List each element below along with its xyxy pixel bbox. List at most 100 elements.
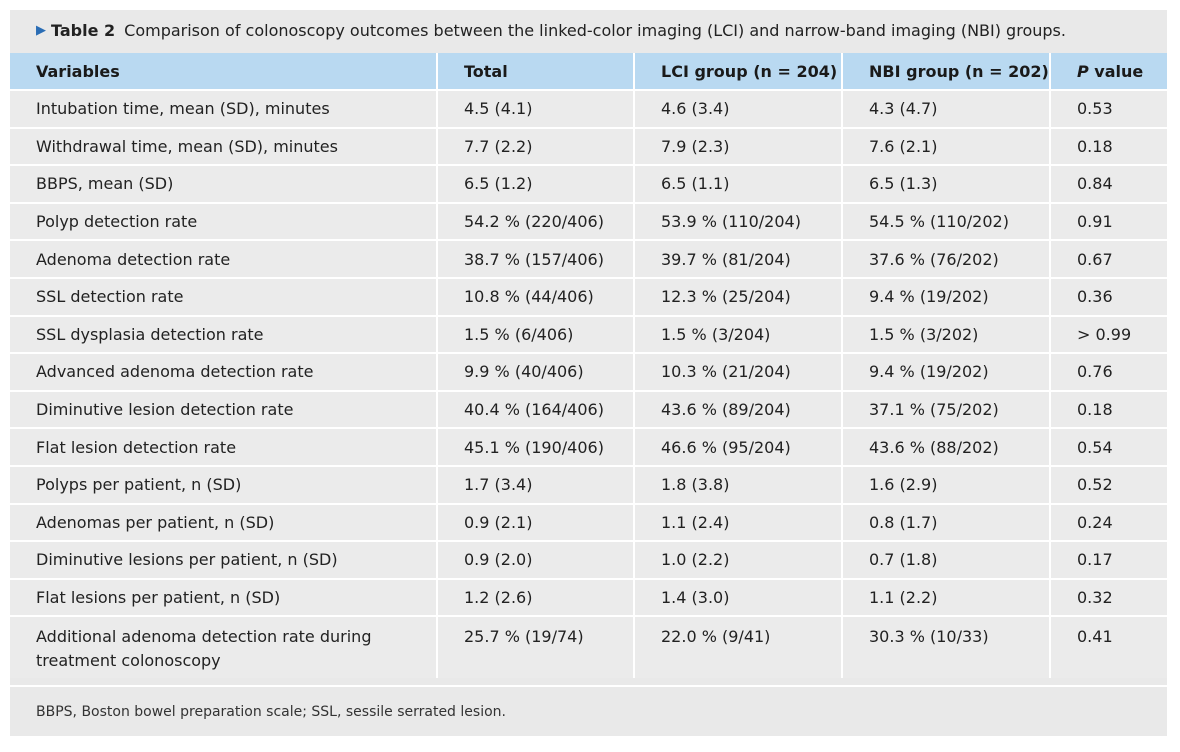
cell-total: 7.7 (2.2) bbox=[437, 126, 635, 166]
table-row: Adenoma detection rate 38.7 % (157/406) 39… bbox=[10, 239, 1167, 278]
cell-lci: 1.1 (2.4) bbox=[634, 502, 843, 542]
cell-p: 0.67 bbox=[1050, 239, 1167, 278]
cell-lci: 46.6 % (95/204) bbox=[634, 427, 843, 466]
cell-nbi: 0.8 (1.7) bbox=[842, 502, 1051, 542]
cell-lci: 1.0 (2.2) bbox=[634, 540, 843, 579]
cell-variable: Intubation time, mean (SD), minutes bbox=[10, 89, 438, 128]
cell-nbi: 6.5 (1.3) bbox=[842, 164, 1051, 203]
table-row: SSL dysplasia detection rate 1.5 % (6/406… bbox=[10, 314, 1167, 354]
cell-total: 1.5 % (6/406) bbox=[437, 314, 635, 354]
cell-nbi: 7.6 (2.1) bbox=[842, 126, 1051, 166]
caption-arrow-icon: ▶ bbox=[36, 22, 46, 38]
cell-lci: 1.4 (3.0) bbox=[634, 577, 843, 617]
cell-nbi: 30.3 % (10/33) bbox=[842, 615, 1051, 679]
cell-nbi: 1.1 (2.2) bbox=[842, 577, 1051, 617]
cell-variable: BBPS, mean (SD) bbox=[10, 164, 438, 203]
cell-lci: 39.7 % (81/204) bbox=[634, 239, 843, 278]
cell-p: 0.24 bbox=[1050, 502, 1167, 542]
cell-variable: Additional adenoma detection rate during… bbox=[10, 615, 438, 679]
table-row: Diminutive lesions per patient, n (SD) 0.… bbox=[10, 540, 1167, 579]
cell-total: 54.2 % (220/406) bbox=[437, 201, 635, 241]
table-row: SSL detection rate 10.8 % (44/406) 12.3 % … bbox=[10, 276, 1167, 316]
outcomes-table: Variables Total LCI group (n = 204) NBI … bbox=[10, 53, 1167, 679]
cell-nbi: 9.4 % (19/202) bbox=[842, 352, 1051, 391]
cell-lci: 4.6 (3.4) bbox=[634, 89, 843, 128]
table-container: ▶ Table 2 Comparison of colonoscopy outc… bbox=[10, 10, 1167, 736]
cell-lci: 1.5 % (3/204) bbox=[634, 314, 843, 354]
cell-p: 0.52 bbox=[1050, 464, 1167, 504]
table-row: Adenomas per patient, n (SD) 0.9 (2.1) 1.1… bbox=[10, 502, 1167, 542]
cell-lci: 7.9 (2.3) bbox=[634, 126, 843, 166]
cell-total: 4.5 (4.1) bbox=[437, 89, 635, 128]
table-caption: ▶ Table 2 Comparison of colonoscopy outc… bbox=[10, 10, 1167, 50]
col-header-variables: Variables bbox=[10, 53, 438, 90]
cell-p: 0.18 bbox=[1050, 126, 1167, 166]
cell-variable: Flat lesions per patient, n (SD) bbox=[10, 577, 438, 617]
table-body: Intubation time, mean (SD), minutes 4.5 (… bbox=[10, 89, 1167, 679]
cell-p: 0.32 bbox=[1050, 577, 1167, 617]
col-header-p-value: P value bbox=[1050, 53, 1167, 90]
cell-total: 40.4 % (164/406) bbox=[437, 389, 635, 429]
cell-p: 0.53 bbox=[1050, 89, 1167, 128]
cell-p: 0.91 bbox=[1050, 201, 1167, 241]
cell-lci: 6.5 (1.1) bbox=[634, 164, 843, 203]
table-row: Flat lesions per patient, n (SD) 1.2 (2.6… bbox=[10, 577, 1167, 617]
cell-lci: 43.6 % (89/204) bbox=[634, 389, 843, 429]
cell-nbi: 43.6 % (88/202) bbox=[842, 427, 1051, 466]
cell-nbi: 37.6 % (76/202) bbox=[842, 239, 1051, 278]
cell-variable: Flat lesion detection rate bbox=[10, 427, 438, 466]
table-row: Withdrawal time, mean (SD), minutes 7.7 (… bbox=[10, 126, 1167, 166]
cell-p: 0.17 bbox=[1050, 540, 1167, 579]
cell-total: 0.9 (2.0) bbox=[437, 540, 635, 579]
table-row: Additional adenoma detection rate during… bbox=[10, 615, 1167, 679]
cell-total: 45.1 % (190/406) bbox=[437, 427, 635, 466]
cell-total: 1.7 (3.4) bbox=[437, 464, 635, 504]
table-row: Diminutive lesion detection rate 40.4 % (… bbox=[10, 389, 1167, 429]
cell-variable: Adenomas per patient, n (SD) bbox=[10, 502, 438, 542]
cell-lci: 1.8 (3.8) bbox=[634, 464, 843, 504]
cell-p: > 0.99 bbox=[1050, 314, 1167, 354]
cell-nbi: 1.5 % (3/202) bbox=[842, 314, 1051, 354]
table-row: Flat lesion detection rate 45.1 % (190/40… bbox=[10, 427, 1167, 466]
table-number: Table 2 bbox=[51, 20, 116, 40]
table-row: BBPS, mean (SD) 6.5 (1.2) 6.5 (1.1) 6.5 (1.… bbox=[10, 164, 1167, 203]
cell-lci: 10.3 % (21/204) bbox=[634, 352, 843, 391]
cell-variable: Diminutive lesion detection rate bbox=[10, 389, 438, 429]
cell-total: 10.8 % (44/406) bbox=[437, 276, 635, 316]
cell-variable: Polyps per patient, n (SD) bbox=[10, 464, 438, 504]
cell-nbi: 37.1 % (75/202) bbox=[842, 389, 1051, 429]
cell-variable: Advanced adenoma detection rate bbox=[10, 352, 438, 391]
cell-variable: Adenoma detection rate bbox=[10, 239, 438, 278]
col-header-total: Total bbox=[437, 53, 635, 90]
cell-nbi: 54.5 % (110/202) bbox=[842, 201, 1051, 241]
col-header-lci: LCI group (n = 204) bbox=[634, 53, 843, 90]
cell-total: 25.7 % (19/74) bbox=[437, 615, 635, 679]
cell-total: 6.5 (1.2) bbox=[437, 164, 635, 203]
cell-p: 0.41 bbox=[1050, 615, 1167, 679]
p-italic: P bbox=[1077, 61, 1089, 81]
cell-p: 0.36 bbox=[1050, 276, 1167, 316]
cell-variable: Diminutive lesions per patient, n (SD) bbox=[10, 540, 438, 579]
cell-variable: SSL detection rate bbox=[10, 276, 438, 316]
cell-p: 0.76 bbox=[1050, 352, 1167, 391]
cell-variable: Polyp detection rate bbox=[10, 201, 438, 241]
cell-p: 0.84 bbox=[1050, 164, 1167, 203]
cell-nbi: 0.7 (1.8) bbox=[842, 540, 1051, 579]
cell-p: 0.18 bbox=[1050, 389, 1167, 429]
cell-total: 38.7 % (157/406) bbox=[437, 239, 635, 278]
cell-total: 9.9 % (40/406) bbox=[437, 352, 635, 391]
cell-total: 0.9 (2.1) bbox=[437, 502, 635, 542]
cell-variable: Withdrawal time, mean (SD), minutes bbox=[10, 126, 438, 166]
table-row: Intubation time, mean (SD), minutes 4.5 (… bbox=[10, 89, 1167, 128]
cell-lci: 12.3 % (25/204) bbox=[634, 276, 843, 316]
cell-nbi: 1.6 (2.9) bbox=[842, 464, 1051, 504]
cell-lci: 53.9 % (110/204) bbox=[634, 201, 843, 241]
cell-total: 1.2 (2.6) bbox=[437, 577, 635, 617]
table-header-row: Variables Total LCI group (n = 204) NBI … bbox=[10, 53, 1167, 90]
col-header-nbi: NBI group (n = 202) bbox=[842, 53, 1051, 90]
cell-nbi: 4.3 (4.7) bbox=[842, 89, 1051, 128]
caption-text: Comparison of colonoscopy outcomes betwe… bbox=[124, 20, 1066, 40]
table-footnote: BBPS, Boston bowel preparation scale; SS… bbox=[10, 685, 1167, 736]
table-row: Polyps per patient, n (SD) 1.7 (3.4) 1.8 (… bbox=[10, 464, 1167, 504]
cell-p: 0.54 bbox=[1050, 427, 1167, 466]
